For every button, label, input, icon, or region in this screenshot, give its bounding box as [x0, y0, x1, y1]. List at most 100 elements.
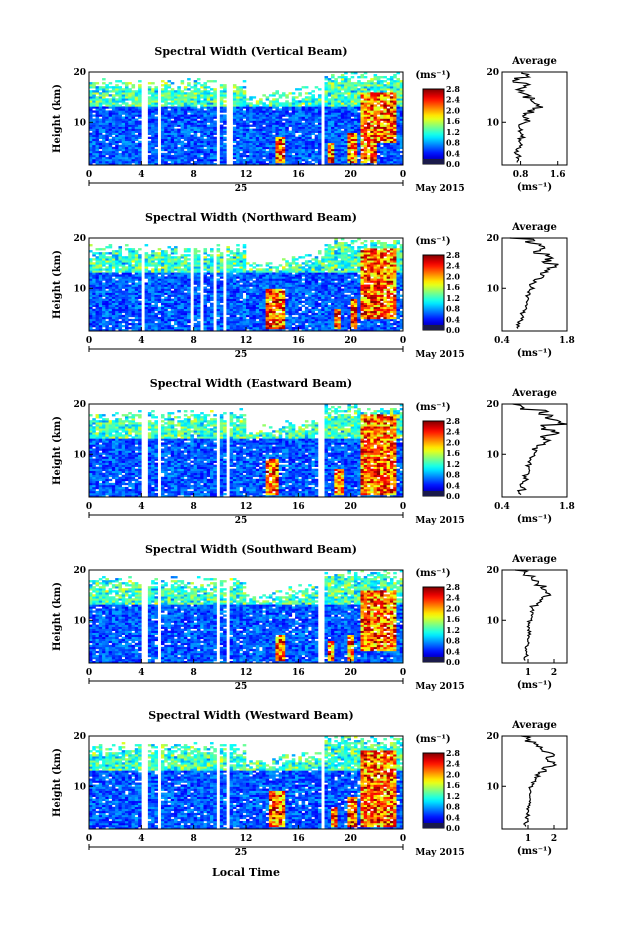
- heatmap-cell: [370, 157, 374, 159]
- heatmap-cell: [351, 123, 355, 125]
- heatmap-cell: [233, 264, 237, 266]
- heatmap-cell: [112, 114, 116, 116]
- heatmap-cell: [325, 145, 329, 147]
- heatmap-cell: [393, 123, 397, 125]
- heatmap-cell: [390, 135, 394, 137]
- heatmap-cell: [259, 98, 263, 100]
- heatmap-cell: [285, 106, 289, 108]
- heatmap-cell: [118, 323, 122, 325]
- heatmap-cell: [161, 90, 165, 92]
- heatmap-cell: [285, 133, 289, 135]
- heatmap-cell: [187, 313, 191, 315]
- heatmap-cell: [318, 112, 322, 114]
- heatmap-cell: [181, 303, 185, 305]
- heatmap-cell: [128, 137, 132, 139]
- heatmap-cell: [383, 133, 387, 135]
- heatmap-cell: [197, 82, 201, 84]
- heatmap-cell: [184, 282, 188, 284]
- heatmap-cell: [289, 114, 293, 116]
- heatmap-cell: [220, 125, 224, 127]
- heatmap-cell: [289, 119, 293, 121]
- heatmap-cell: [239, 121, 243, 123]
- heatmap-cell: [269, 106, 273, 108]
- heatmap-cell: [200, 84, 204, 86]
- heatmap-cell: [282, 143, 286, 145]
- heatmap-cell: [102, 159, 106, 161]
- heatmap-cell: [383, 157, 387, 159]
- heatmap-cell: [226, 299, 230, 301]
- heatmap-cell: [207, 108, 211, 110]
- heatmap-cell: [197, 250, 201, 252]
- heatmap-cell: [210, 287, 214, 289]
- heatmap-cell: [236, 112, 240, 114]
- heatmap-cell: [112, 295, 116, 297]
- heatmap-cell: [236, 98, 240, 100]
- heatmap-cell: [226, 254, 230, 256]
- heatmap-cell: [308, 161, 312, 163]
- heatmap-cell: [360, 145, 364, 147]
- heatmap-cell: [262, 108, 266, 110]
- heatmap-cell: [341, 92, 345, 94]
- heatmap-cell: [174, 250, 178, 252]
- heatmap-cell: [181, 110, 185, 112]
- heatmap-cell: [374, 157, 378, 159]
- heatmap-cell: [151, 159, 155, 161]
- heatmap-cell: [253, 159, 257, 161]
- heatmap-cell: [275, 100, 279, 102]
- heatmap-cell: [181, 299, 185, 301]
- heatmap-cell: [177, 90, 181, 92]
- heatmap-cell: [325, 121, 329, 123]
- heatmap-cell: [230, 268, 234, 270]
- heatmap-cell: [210, 116, 214, 118]
- heatmap-cell: [96, 317, 100, 319]
- heatmap-cell: [184, 125, 188, 127]
- heatmap-cell: [220, 157, 224, 159]
- heatmap-cell: [246, 295, 250, 297]
- heatmap-cell: [164, 82, 168, 84]
- heatmap-cell: [331, 137, 335, 139]
- heatmap-cell: [118, 299, 122, 301]
- heatmap-cell: [109, 311, 113, 313]
- heatmap-cell: [115, 274, 119, 276]
- heatmap-cell: [233, 131, 237, 133]
- heatmap-cell: [210, 137, 214, 139]
- heatmap-cell: [390, 153, 394, 155]
- heatmap-cell: [325, 110, 329, 112]
- heatmap-cell: [154, 309, 158, 311]
- heatmap-cell: [233, 278, 237, 280]
- heatmap-cell: [115, 125, 119, 127]
- heatmap-cell: [285, 141, 289, 143]
- heatmap-cell: [357, 133, 361, 135]
- heatmap-cell: [181, 309, 185, 311]
- heatmap-cell: [308, 123, 312, 125]
- heatmap-cell: [161, 287, 165, 289]
- heatmap-cell: [135, 297, 139, 299]
- heatmap-cell: [357, 155, 361, 157]
- heatmap-cell: [325, 137, 329, 139]
- heatmap-cell: [226, 278, 230, 280]
- heatmap-cell: [210, 303, 214, 305]
- heatmap-cell: [109, 106, 113, 108]
- heatmap-cell: [109, 141, 113, 143]
- heatmap-cell: [161, 112, 165, 114]
- heatmap-cell: [377, 145, 381, 147]
- heatmap-cell: [311, 139, 315, 141]
- heatmap-cell: [357, 145, 361, 147]
- heatmap-cell: [298, 119, 302, 121]
- heatmap-cell: [249, 135, 253, 137]
- heatmap-cell: [279, 112, 283, 114]
- heatmap-cell: [302, 135, 306, 137]
- heatmap-cell: [128, 299, 132, 301]
- heatmap-cell: [148, 327, 152, 329]
- heatmap-cell: [305, 96, 309, 98]
- heatmap-cell: [220, 161, 224, 163]
- heatmap-cell: [197, 143, 201, 145]
- heatmap-cell: [295, 155, 299, 157]
- heatmap-cell: [118, 270, 122, 272]
- heatmap-cell: [132, 116, 136, 118]
- heatmap-cell: [135, 274, 139, 276]
- heatmap-cell: [292, 121, 296, 123]
- heatmap-cell: [354, 137, 358, 139]
- heatmap-cell: [249, 147, 253, 149]
- heatmap-cell: [213, 159, 217, 161]
